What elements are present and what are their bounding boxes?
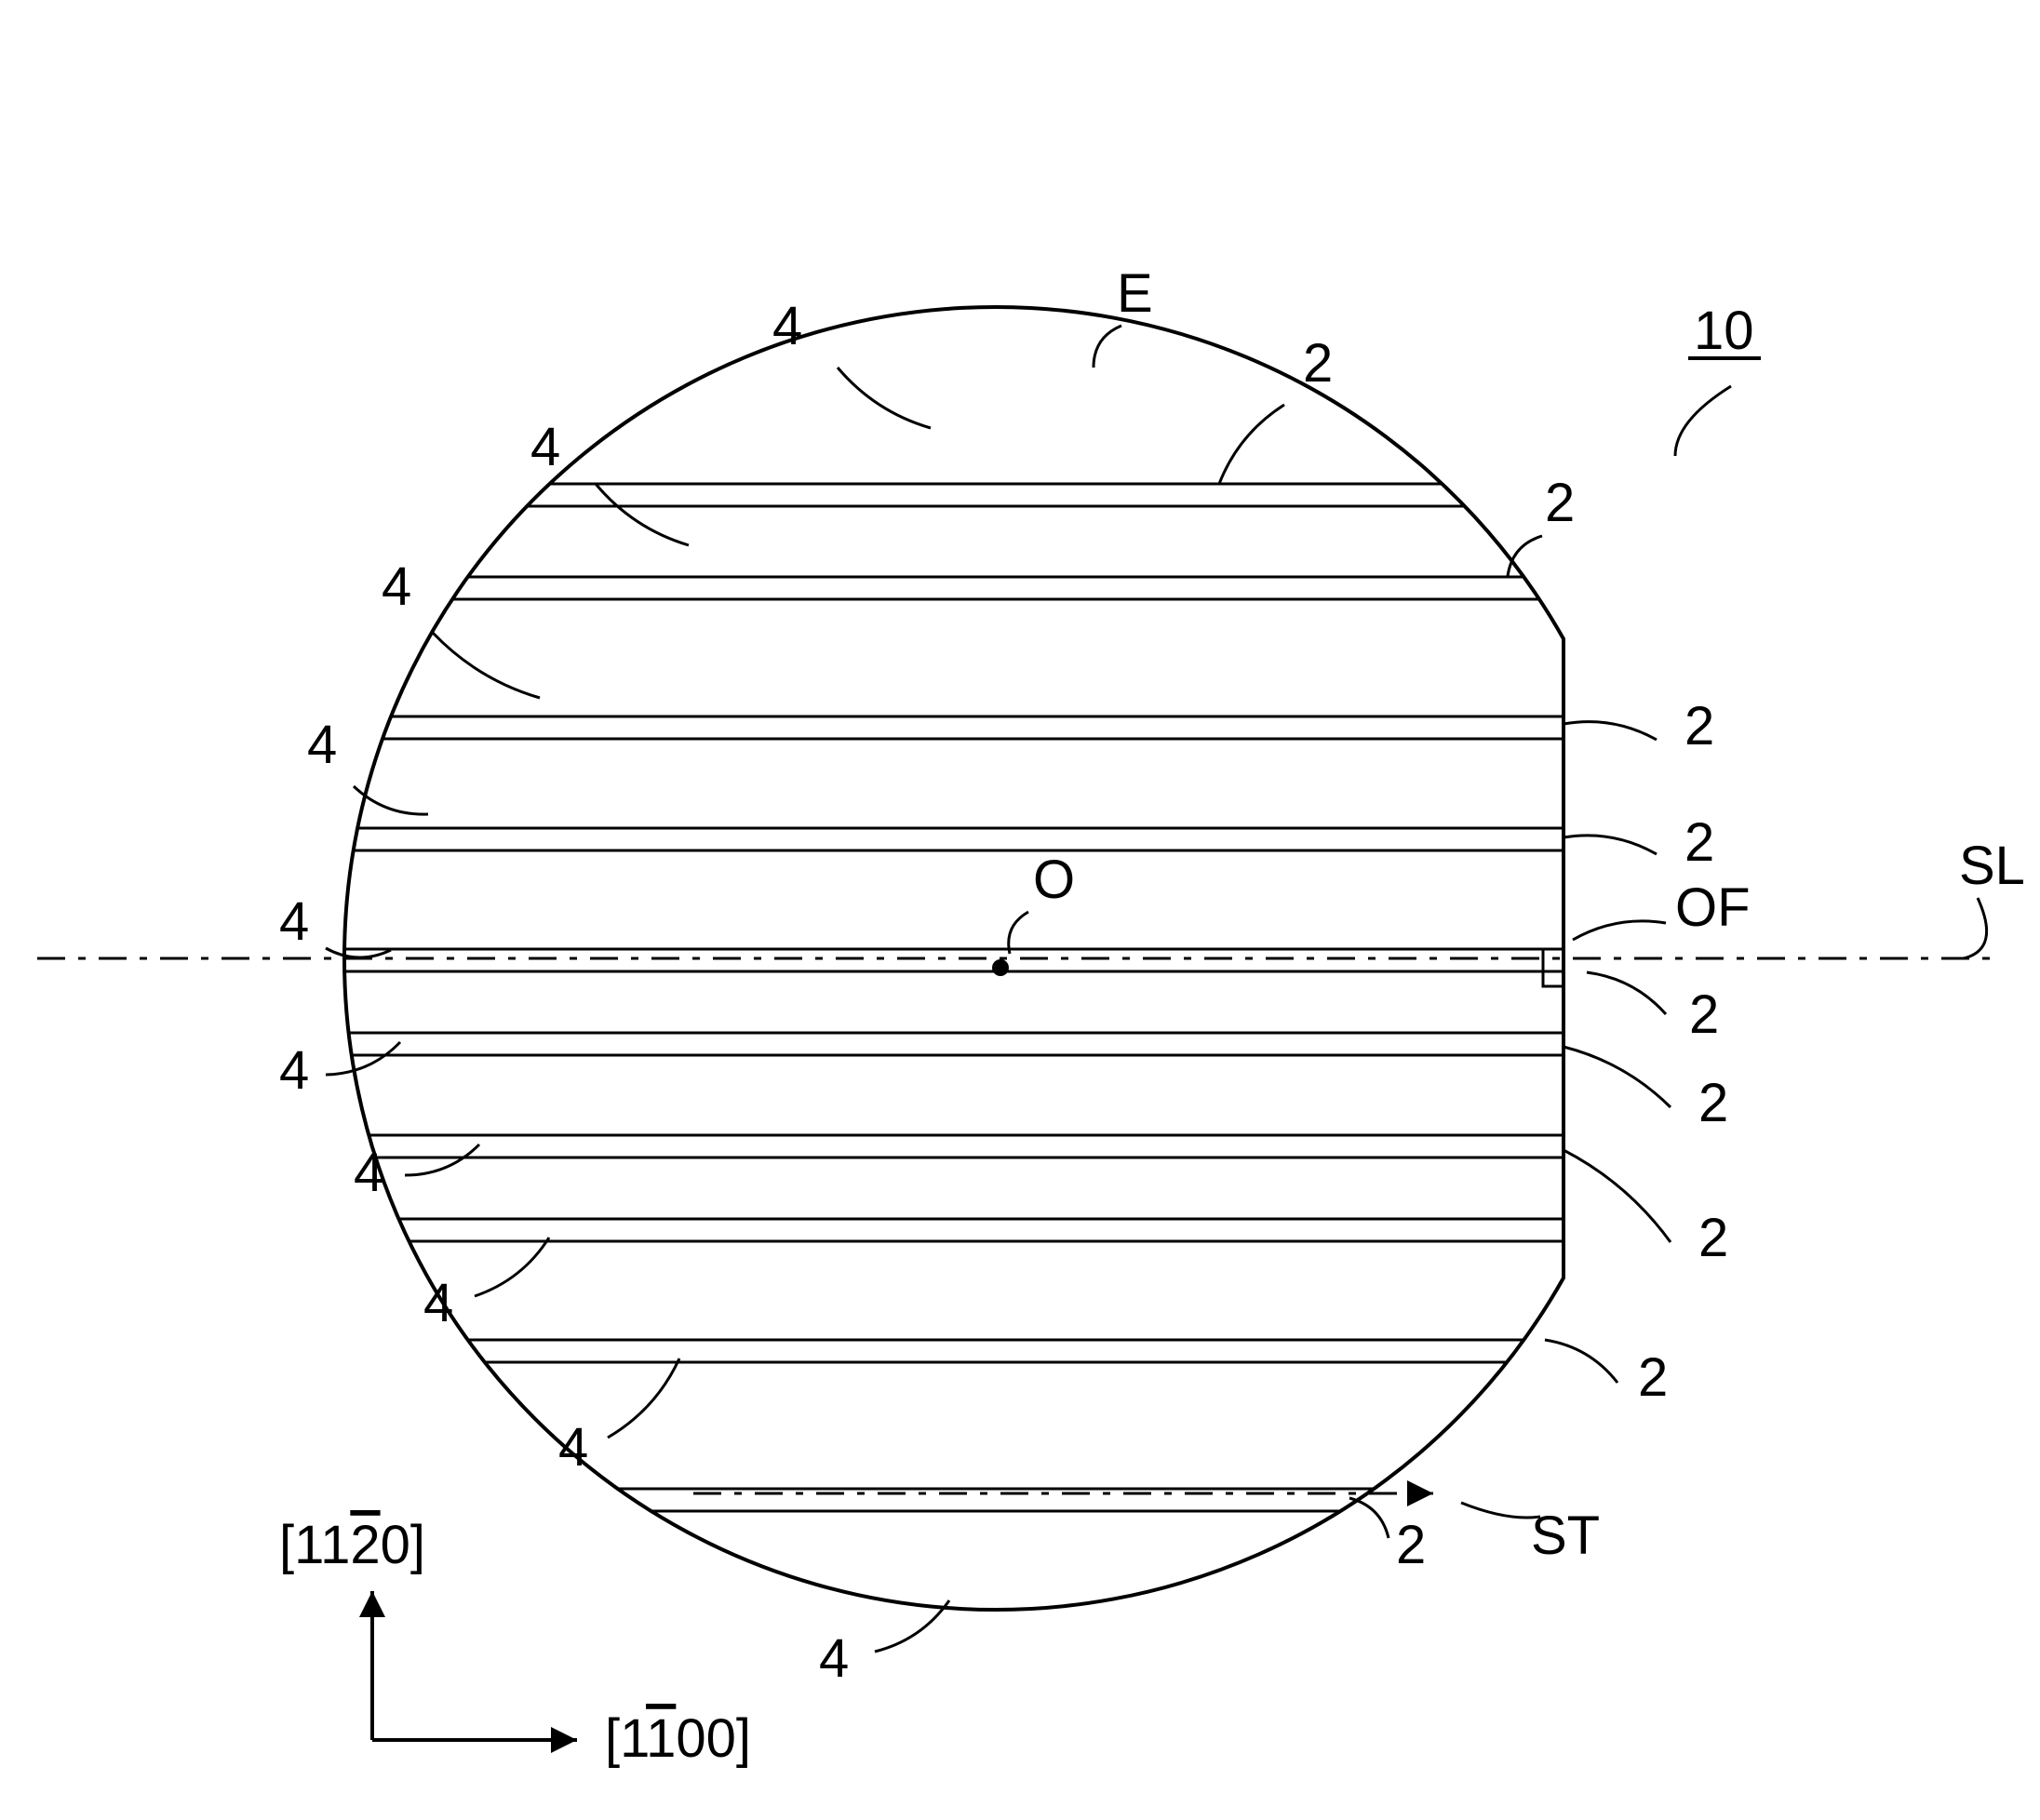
leader-2 (1219, 405, 1284, 484)
stripe-pair (335, 1489, 1657, 1511)
label-4: 4 (307, 715, 337, 775)
label-2: 2 (1698, 1208, 1728, 1268)
stripe-pair (335, 1135, 1657, 1158)
stripe-pair (335, 1340, 1657, 1362)
label-4: 4 (819, 1628, 849, 1689)
label-2: 2 (1545, 473, 1575, 533)
axis-right-arrowhead (551, 1727, 577, 1753)
label-4: 4 (423, 1273, 453, 1333)
miller-right: [1100] (605, 1708, 751, 1769)
label-2: 2 (1684, 696, 1714, 756)
leader-4 (326, 1042, 400, 1075)
stripe-pair (335, 1219, 1657, 1241)
label-2: 2 (1689, 984, 1719, 1045)
label-OF: OF (1675, 877, 1751, 938)
label-4: 4 (382, 556, 411, 617)
label-ST: ST (1531, 1506, 1600, 1566)
label-2: 2 (1303, 333, 1333, 394)
label-SL: SL (1959, 836, 2025, 896)
st-arrowhead (1407, 1480, 1433, 1506)
leader-2 (1349, 1498, 1389, 1538)
label-E: E (1117, 263, 1153, 324)
axis-up-arrowhead (359, 1591, 385, 1617)
leader-O (1009, 912, 1028, 954)
leader-4 (405, 1144, 479, 1175)
stripe-pair (335, 828, 1657, 850)
label-4: 4 (558, 1417, 588, 1478)
label-4: 4 (279, 891, 309, 952)
label-2: 2 (1396, 1515, 1426, 1575)
label-2: 2 (1638, 1347, 1668, 1408)
leader-2 (1508, 536, 1542, 576)
leader-E (1094, 326, 1121, 368)
figure-pointer (1675, 386, 1731, 456)
label-4: 4 (354, 1143, 383, 1203)
stripe-pair (335, 577, 1657, 599)
stripes-group (335, 484, 1657, 1511)
figure-number: 10 (1694, 301, 1754, 361)
leader-4 (596, 484, 689, 545)
leader-4 (433, 633, 540, 698)
leader-4 (608, 1358, 679, 1438)
stripe-pair (335, 484, 1657, 506)
leader-OF (1573, 921, 1666, 940)
leader-4 (475, 1238, 549, 1296)
stripe-pair (335, 716, 1657, 739)
leader-2 (1564, 722, 1657, 740)
leader-2 (1587, 972, 1666, 1014)
wafer-outline (344, 307, 1564, 1610)
leader-2 (1564, 836, 1657, 854)
leader-2 (1545, 1340, 1617, 1383)
miller-up: [1120] (279, 1515, 425, 1575)
orientation-flat-tick (1543, 949, 1564, 986)
leader-4 (838, 368, 931, 428)
center-dot (992, 959, 1009, 976)
leader-2 (1564, 1150, 1671, 1242)
label-4: 4 (530, 417, 560, 477)
leader-2 (1564, 1047, 1671, 1107)
label-O: O (1033, 850, 1075, 910)
label-4: 4 (772, 296, 802, 356)
stripe-pair (335, 1033, 1657, 1055)
label-2: 2 (1698, 1073, 1728, 1133)
label-2: 2 (1684, 812, 1714, 873)
st-leader (1461, 1503, 1540, 1518)
label-4: 4 (279, 1040, 309, 1101)
sl-leader (1964, 898, 1987, 958)
